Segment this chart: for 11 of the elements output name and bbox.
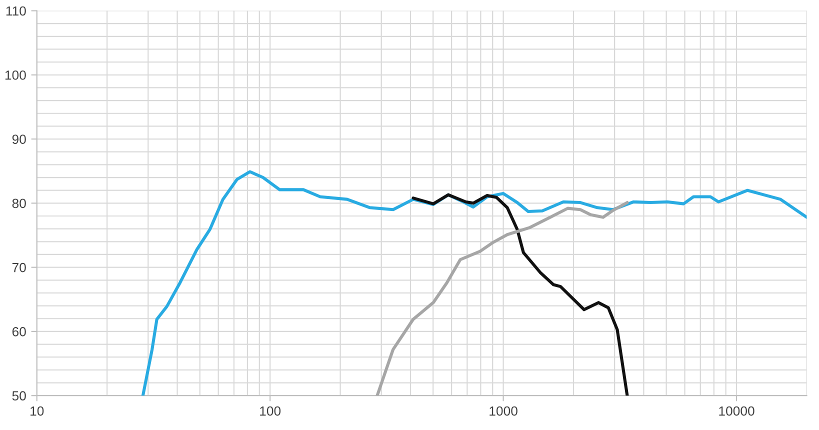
y-tick-label: 50 — [12, 391, 26, 401]
x-tick-label: 100 — [260, 406, 281, 416]
x-tick-label: 10 — [30, 406, 44, 416]
y-tick-label: 100 — [5, 70, 26, 80]
x-tick-label: 10000 — [719, 406, 754, 416]
y-tick-label: 90 — [12, 134, 26, 144]
y-tick-label: 110 — [6, 6, 26, 16]
y-tick-label: 70 — [12, 262, 26, 272]
y-tick-label: 80 — [12, 198, 26, 208]
x-tick-label: 1000 — [490, 406, 518, 416]
y-tick-label: 60 — [12, 327, 26, 336]
